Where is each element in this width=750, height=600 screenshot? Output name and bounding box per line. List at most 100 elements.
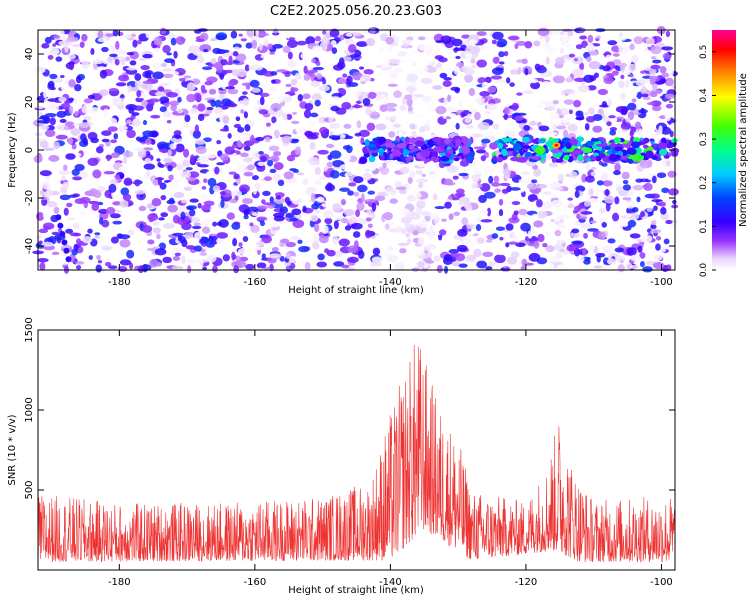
spectrogram-feature-cell <box>645 150 654 159</box>
spectrogram-cell <box>110 139 118 144</box>
spectrogram-cell <box>347 190 354 196</box>
spectrogram-cell <box>654 254 663 261</box>
spectrogram-cell <box>448 112 457 118</box>
spectrogram-cell <box>68 79 76 88</box>
spectrogram-feature-cell <box>380 154 385 160</box>
spectrogram-cell <box>466 113 472 118</box>
colorbar-label: Normalized spectral amplitude <box>738 73 749 227</box>
spectrogram-cell <box>329 123 341 129</box>
spectrogram-cell <box>461 217 469 226</box>
spectrogram-cell <box>355 209 361 218</box>
spectrogram-cell <box>273 122 279 128</box>
spectrogram-cell <box>213 61 222 69</box>
spectrogram-cell <box>249 222 254 227</box>
spectrogram-cell <box>302 93 311 100</box>
spectrogram-cell <box>97 167 106 172</box>
spectrogram-cell <box>142 53 153 59</box>
spectrogram-cell <box>219 191 226 196</box>
spectrogram-cell <box>603 117 611 123</box>
spectrogram-cell <box>148 98 160 103</box>
spectrogram-cell <box>269 51 276 55</box>
spectrogram-cell <box>146 103 154 112</box>
spectrogram-cell <box>170 137 183 143</box>
spectrogram-cell <box>492 31 504 40</box>
spectrogram-cell <box>601 101 607 108</box>
spectrogram-cell <box>207 177 217 187</box>
spectrogram-cell <box>311 93 322 102</box>
spectrogram-cell <box>575 185 586 193</box>
spectrogram-cell <box>415 207 422 216</box>
spectrogram-cell <box>233 229 246 235</box>
spectrogram-cell <box>83 98 93 104</box>
spectrogram-cell <box>480 155 487 162</box>
spectrogram-cell <box>398 131 404 137</box>
spectrogram-cell <box>573 99 582 108</box>
spectrogram-cell <box>556 222 567 229</box>
spectrogram-cell <box>228 171 237 175</box>
spectrogram-cell <box>538 125 550 132</box>
spectrogram-cell <box>314 223 320 233</box>
spectrogram-cell <box>549 112 560 119</box>
spectrogram-cell <box>140 99 148 109</box>
spectrogram-cell <box>621 171 630 180</box>
spectrogram-cell <box>617 264 625 273</box>
spectrogram-cell <box>41 241 54 247</box>
spectrogram-cell <box>214 99 222 109</box>
spectrogram-feature-cell <box>368 146 378 151</box>
spectrogram-cell <box>73 232 82 237</box>
spectrogram-cell <box>607 40 618 46</box>
spectrogram-cell <box>201 226 211 234</box>
spectrogram-feature-cell <box>599 153 606 158</box>
spectrogram-x-axis-label: Height of straight line (km) <box>288 285 424 296</box>
spectrogram-cell <box>310 214 319 222</box>
spectrogram-cell <box>160 83 170 87</box>
spectrogram-cell <box>216 139 222 145</box>
spectrogram-cell <box>264 39 269 48</box>
spectrogram-cell <box>615 255 626 263</box>
spectrogram-cell <box>465 254 477 261</box>
spectrogram-cell <box>51 251 60 256</box>
spectrogram-cell <box>349 142 354 147</box>
spectrogram-cell <box>97 201 104 206</box>
spectrogram-cell <box>126 249 135 259</box>
x-tick-label: -120 <box>515 277 538 288</box>
spectrogram-cell <box>614 196 620 205</box>
spectrogram-cell <box>503 106 510 115</box>
spectrogram-cell <box>166 92 178 98</box>
spectrogram-cell <box>251 87 261 93</box>
spectrogram-cell <box>312 66 325 71</box>
spectrogram-cell <box>482 165 495 175</box>
spectrogram-cell <box>583 232 588 239</box>
spectrogram-cell <box>271 79 276 84</box>
spectrogram-feature-cell <box>569 138 579 146</box>
spectrogram-cell <box>448 248 460 254</box>
spectrogram-cell <box>631 55 639 64</box>
spectrogram-cell <box>255 136 265 142</box>
spectrogram-cell <box>68 61 75 65</box>
spectrogram-cell <box>43 147 55 151</box>
spectrogram-cell <box>415 113 422 118</box>
spectrogram-cell <box>144 138 152 145</box>
spectrogram-cell <box>370 261 382 267</box>
spectrogram-cell <box>127 85 133 93</box>
spectrogram-cell <box>600 172 609 181</box>
spectrogram-cell <box>285 253 291 260</box>
spectrogram-cell <box>106 62 112 68</box>
spectrogram-cell <box>352 231 361 238</box>
spectrogram-cell <box>123 95 135 104</box>
spectrogram-cell <box>341 217 349 224</box>
spectrogram-cell <box>312 233 321 243</box>
spectrogram-cell <box>159 106 167 113</box>
spectrogram-cell <box>301 136 309 145</box>
spectrogram-cell <box>592 125 603 133</box>
spectrogram-cell <box>60 103 71 110</box>
spectrogram-cell <box>414 188 419 195</box>
spectrogram-cell <box>232 238 238 247</box>
spectrogram-cell <box>577 84 590 93</box>
spectrogram-cell <box>330 170 340 179</box>
spectrogram-cell <box>404 94 413 100</box>
spectrogram-cell <box>563 99 574 105</box>
spectrogram-cell <box>63 207 69 216</box>
spectrogram-cell <box>448 213 454 221</box>
spectrogram-cell <box>75 75 82 84</box>
